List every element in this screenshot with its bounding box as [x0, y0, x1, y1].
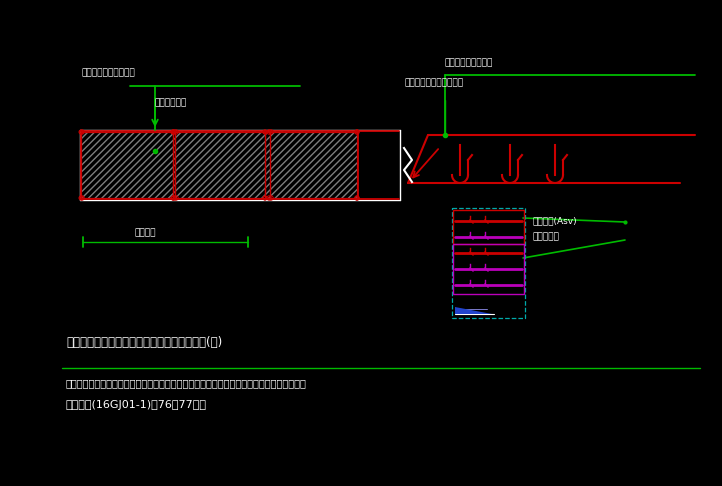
Polygon shape	[455, 307, 492, 314]
Bar	[265, 132, 357, 198]
Bar	[453, 244, 524, 294]
Text: 锚固范围: 锚固范围	[135, 228, 157, 237]
Text: 弯折后也可对边垂直锚筋: 弯折后也可对边垂直锚筋	[405, 78, 464, 87]
Bar	[81, 132, 173, 198]
Bar	[81, 131, 357, 199]
Text: 构造边缘构件算力墙水平分布筋代替箍筋做法(一): 构造边缘构件算力墙水平分布筋代替箍筋做法(一)	[66, 336, 222, 349]
Text: 说明：本图仅适用于设计边缘构件墙水平筋代替箍筋量配筋制度，水平筋与纵壮墙腹钢筋布置: 说明：本图仅适用于设计边缘构件墙水平筋代替箍筋量配筋制度，水平筋与纵壮墙腹钢筋布…	[66, 378, 307, 388]
Bar	[173, 132, 265, 198]
Text: 墙腹筋钢筋: 墙腹筋钢筋	[533, 232, 560, 241]
Bar	[452, 208, 525, 318]
Text: 墙体水平分布筋锚部: 墙体水平分布筋锚部	[445, 58, 493, 67]
Bar	[453, 210, 524, 244]
Text: 规律详见(16GJ01-1)第76，77页。: 规律详见(16GJ01-1)第76，77页。	[66, 400, 207, 410]
Text: 位移圆钢(Asv): 位移圆钢(Asv)	[533, 216, 578, 225]
Text: 详见设计标注: 详见设计标注	[155, 98, 187, 107]
Text: 纵向钢筋、箍筋及拉筋: 纵向钢筋、箍筋及拉筋	[82, 68, 136, 77]
